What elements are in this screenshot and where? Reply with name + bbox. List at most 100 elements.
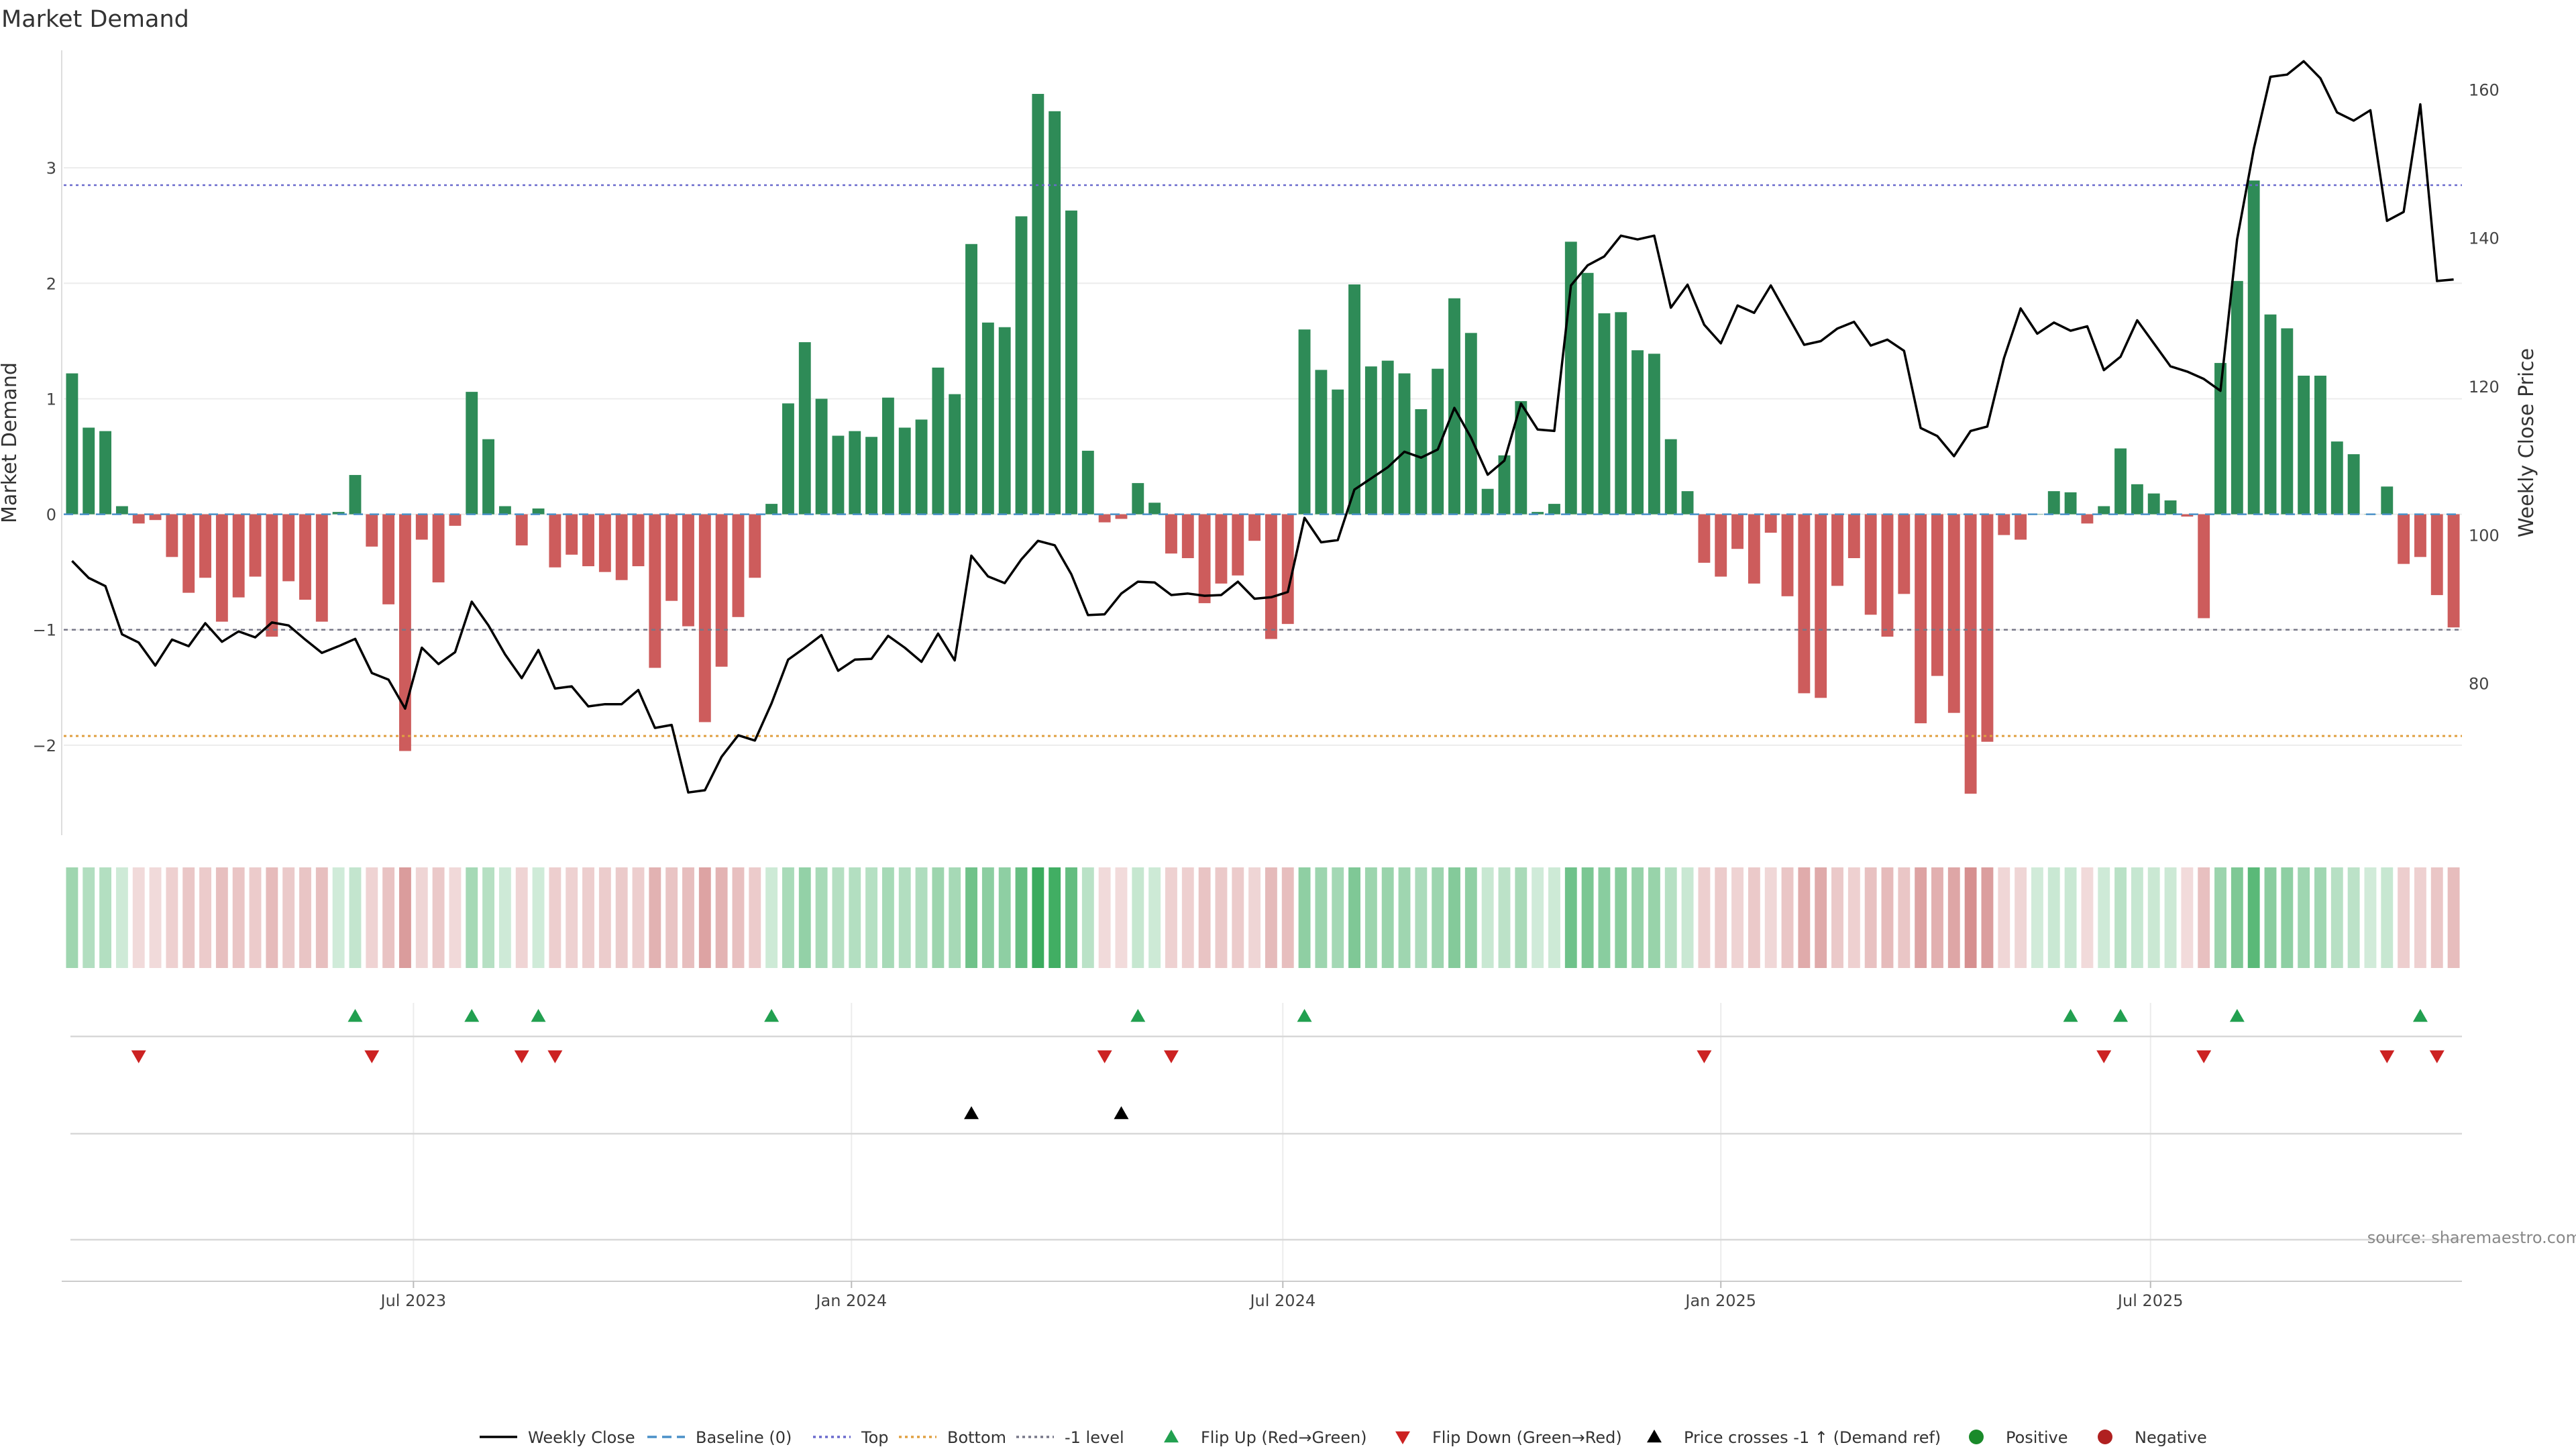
bar-negative [149, 514, 162, 521]
bar-positive [1332, 389, 1344, 515]
heat-cell [149, 867, 162, 968]
heat-cell [366, 867, 378, 968]
bar-positive [1148, 502, 1161, 515]
heat-cell [1731, 867, 1743, 968]
bar-positive [832, 435, 845, 515]
y2-tick-label: 120 [2469, 378, 2500, 396]
flip-down-marker [1097, 1050, 1112, 1063]
heat-cell [1864, 867, 1877, 968]
event-marker-rows [70, 1009, 2462, 1241]
legend: Weekly Close Baseline (0) Top Bottom -1 leve… [480, 1428, 2207, 1447]
heat-cell [732, 867, 745, 968]
heat-cell [1298, 867, 1311, 968]
heat-cell [2264, 867, 2277, 968]
heat-cell [1049, 867, 1061, 968]
bar-negative [598, 514, 611, 572]
heat-cell [2081, 867, 2094, 968]
price-cross-marker [964, 1106, 979, 1120]
heat-cell [965, 867, 977, 968]
bar-negative [1165, 514, 1177, 554]
heat-cell [83, 867, 95, 968]
heat-cell [2231, 867, 2243, 968]
bar-positive [2264, 314, 2277, 515]
heat-cell [749, 867, 761, 968]
y2-tick-label: 140 [2469, 229, 2500, 248]
heat-cell [1532, 867, 1544, 968]
bar-negative [582, 514, 594, 567]
bar-negative [199, 514, 211, 578]
heat-cell [215, 867, 228, 968]
heat-cell [1265, 867, 1277, 968]
heat-cell [949, 867, 961, 968]
bar-negative [299, 514, 311, 600]
heat-cell [1898, 867, 1911, 968]
heat-cell [2247, 867, 2260, 968]
bar-negative [1964, 514, 1977, 794]
heat-cell [598, 867, 611, 968]
heat-cell [1915, 867, 1927, 968]
heat-cell [382, 867, 395, 968]
bar-positive [815, 398, 828, 515]
heat-cell [1415, 867, 1428, 968]
bar-positive [915, 419, 928, 515]
bar-negative [282, 514, 295, 582]
bar-negative [1181, 514, 1194, 559]
heat-cell [2015, 867, 2027, 968]
bar-negative [649, 514, 661, 668]
heat-cell [682, 867, 694, 968]
flip-up-marker [2412, 1009, 2428, 1022]
bar-positive [1515, 400, 1527, 515]
heat-cell [2114, 867, 2127, 968]
bar-negative [615, 514, 628, 580]
bar-negative [2015, 514, 2027, 540]
bar-negative [249, 514, 262, 577]
heat-cell [1947, 867, 1960, 968]
bar-negative [1781, 514, 1794, 596]
heat-cell [1515, 867, 1527, 968]
heat-cell [199, 867, 211, 968]
bar-positive [1532, 512, 1544, 515]
bar-positive [1598, 313, 1611, 515]
bar-negative [1915, 514, 1927, 724]
heat-cell [282, 867, 295, 968]
heat-cell [2131, 867, 2143, 968]
bar-negative [1115, 514, 1128, 519]
heat-cell [2164, 867, 2177, 968]
bar-positive [1648, 354, 1660, 515]
bar-positive [2231, 280, 2243, 515]
bar-negative [1898, 514, 1911, 594]
flip-down-marker [1697, 1050, 1712, 1063]
heat-cell [498, 867, 511, 968]
bar-negative [2181, 514, 2194, 517]
bar-positive [2281, 328, 2294, 515]
flip-up-marker [764, 1009, 780, 1022]
heat-cell [1248, 867, 1261, 968]
bar-negative [1831, 514, 1843, 586]
demand-heatmap-strip [66, 867, 2460, 968]
bar-negative [315, 514, 328, 622]
x-tick-label: Jul 2025 [2116, 1291, 2184, 1310]
bar-negative [1232, 514, 1244, 576]
bar-positive [1381, 360, 1394, 515]
bar-negative [1764, 514, 1777, 533]
bar-negative [1265, 514, 1277, 639]
heat-cell [2314, 867, 2326, 968]
bar-positive [898, 427, 911, 515]
bar-negative [732, 514, 745, 617]
bar-negative [2447, 514, 2460, 628]
heat-cell [1964, 867, 1977, 968]
bar-positive [1398, 373, 1411, 515]
heat-cell [698, 867, 711, 968]
bar-positive [1664, 439, 1677, 515]
y2-tick-label: 160 [2469, 80, 2500, 99]
bar-positive [1348, 284, 1360, 515]
heat-cell [66, 867, 78, 968]
bar-positive [498, 506, 511, 515]
heat-cell [182, 867, 195, 968]
flip-up-marker [1130, 1009, 1146, 1022]
x-tick-label: Jul 2023 [380, 1291, 447, 1310]
heat-cell [2414, 867, 2426, 968]
heat-cell [1798, 867, 1811, 968]
heat-cell [1432, 867, 1444, 968]
heat-cell [1081, 867, 1094, 968]
